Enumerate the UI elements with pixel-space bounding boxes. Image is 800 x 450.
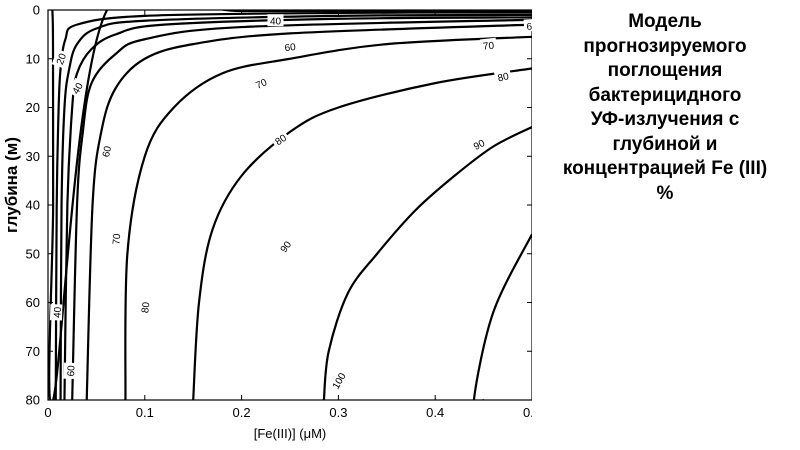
contour-label: 80 — [493, 68, 513, 84]
y-tick-label: 0 — [33, 3, 40, 18]
title-line: бактерицидного — [588, 84, 742, 106]
x-tick-label: 0.2 — [233, 405, 251, 420]
contour-label-text: 60 — [284, 42, 297, 54]
x-tick-label: 0.5 — [523, 405, 532, 420]
y-tick-label: 30 — [26, 149, 40, 164]
contour-label-text: 80 — [497, 71, 511, 84]
y-tick-label: 70 — [26, 344, 40, 359]
contour-label: 80 — [137, 298, 153, 317]
x-tick-label: 0.3 — [329, 405, 347, 420]
contour-label-text: 70 — [111, 233, 123, 246]
title-line: поглощения — [607, 60, 723, 81]
contour-line-80 — [192, 67, 532, 400]
x-axis-label: [Fe(III)] (μM) — [254, 426, 326, 441]
contour-label: 60 — [523, 18, 532, 33]
contour-label-text: 40 — [53, 306, 64, 318]
contour-label-text: 60 — [526, 21, 532, 33]
title-line: концентрацией Fe (III) — [562, 158, 768, 179]
contour-label-text: 40 — [71, 81, 86, 97]
contour-label: 90 — [275, 236, 294, 257]
contour-label: 70 — [251, 73, 271, 92]
x-axis-ticks: 0 0.1 0.2 0.3 0.4 0.5 — [44, 10, 532, 420]
x-tick-label: 0.4 — [426, 405, 444, 420]
plot-area — [47, 9, 532, 401]
contour-line-100 — [472, 233, 532, 400]
contour-label: 90 — [468, 134, 489, 153]
contour-label: 20 — [51, 49, 69, 69]
title-line: Модель — [628, 11, 702, 32]
contour-label-text: 20 — [55, 52, 69, 67]
contour-line-60 — [85, 23, 532, 400]
contour-label: 60 — [281, 39, 299, 54]
y-tick-label: 80 — [26, 393, 40, 408]
contour-label-text: 60 — [101, 145, 114, 159]
contour-line-70 — [124, 35, 532, 400]
contour-line-30 — [59, 13, 532, 400]
title-line: глубиной и — [612, 133, 718, 155]
contour-label: 60 — [63, 362, 78, 379]
title-line: прогнозируемого — [583, 35, 747, 57]
contour-label-text: 70 — [254, 77, 269, 92]
contour-label-text: 60 — [66, 365, 77, 377]
y-tick-label: 40 — [26, 198, 40, 213]
contour-label: 40 — [49, 304, 64, 321]
y-axis-ticks: 0 10 20 30 40 50 60 70 80 — [26, 3, 532, 408]
plot-frame — [47, 9, 532, 401]
contour-label: 60 — [98, 142, 114, 161]
contour-label-text: 40 — [270, 17, 282, 28]
y-tick-label: 60 — [26, 295, 40, 310]
contour-label-text: 90 — [472, 138, 487, 153]
contour-label: 40 — [67, 77, 86, 98]
title-line: УФ-излучения с — [590, 109, 740, 130]
chart-title: Модель прогнозируемого поглощения бактер… — [532, 10, 798, 206]
contour-lines — [48, 10, 532, 400]
contour-label: 70 — [479, 37, 497, 53]
y-tick-label: 50 — [26, 246, 40, 261]
x-tick-label: 0.1 — [136, 405, 154, 420]
contour-label: 40 — [267, 14, 284, 28]
y-axis-label: глубина (м) — [2, 137, 21, 233]
title-line: % — [656, 182, 674, 204]
contour-label: 70 — [108, 230, 123, 248]
contour-label-text: 80 — [140, 301, 153, 314]
contour-line-50 — [71, 18, 532, 400]
contour-label-text: 70 — [482, 40, 495, 52]
y-tick-label: 20 — [26, 100, 40, 115]
x-tick-label: 0 — [44, 405, 51, 420]
contour-label: 80 — [270, 129, 291, 149]
contour-line-90 — [322, 126, 532, 400]
contour-line-40 — [63, 16, 532, 400]
y-tick-label: 10 — [26, 51, 40, 66]
